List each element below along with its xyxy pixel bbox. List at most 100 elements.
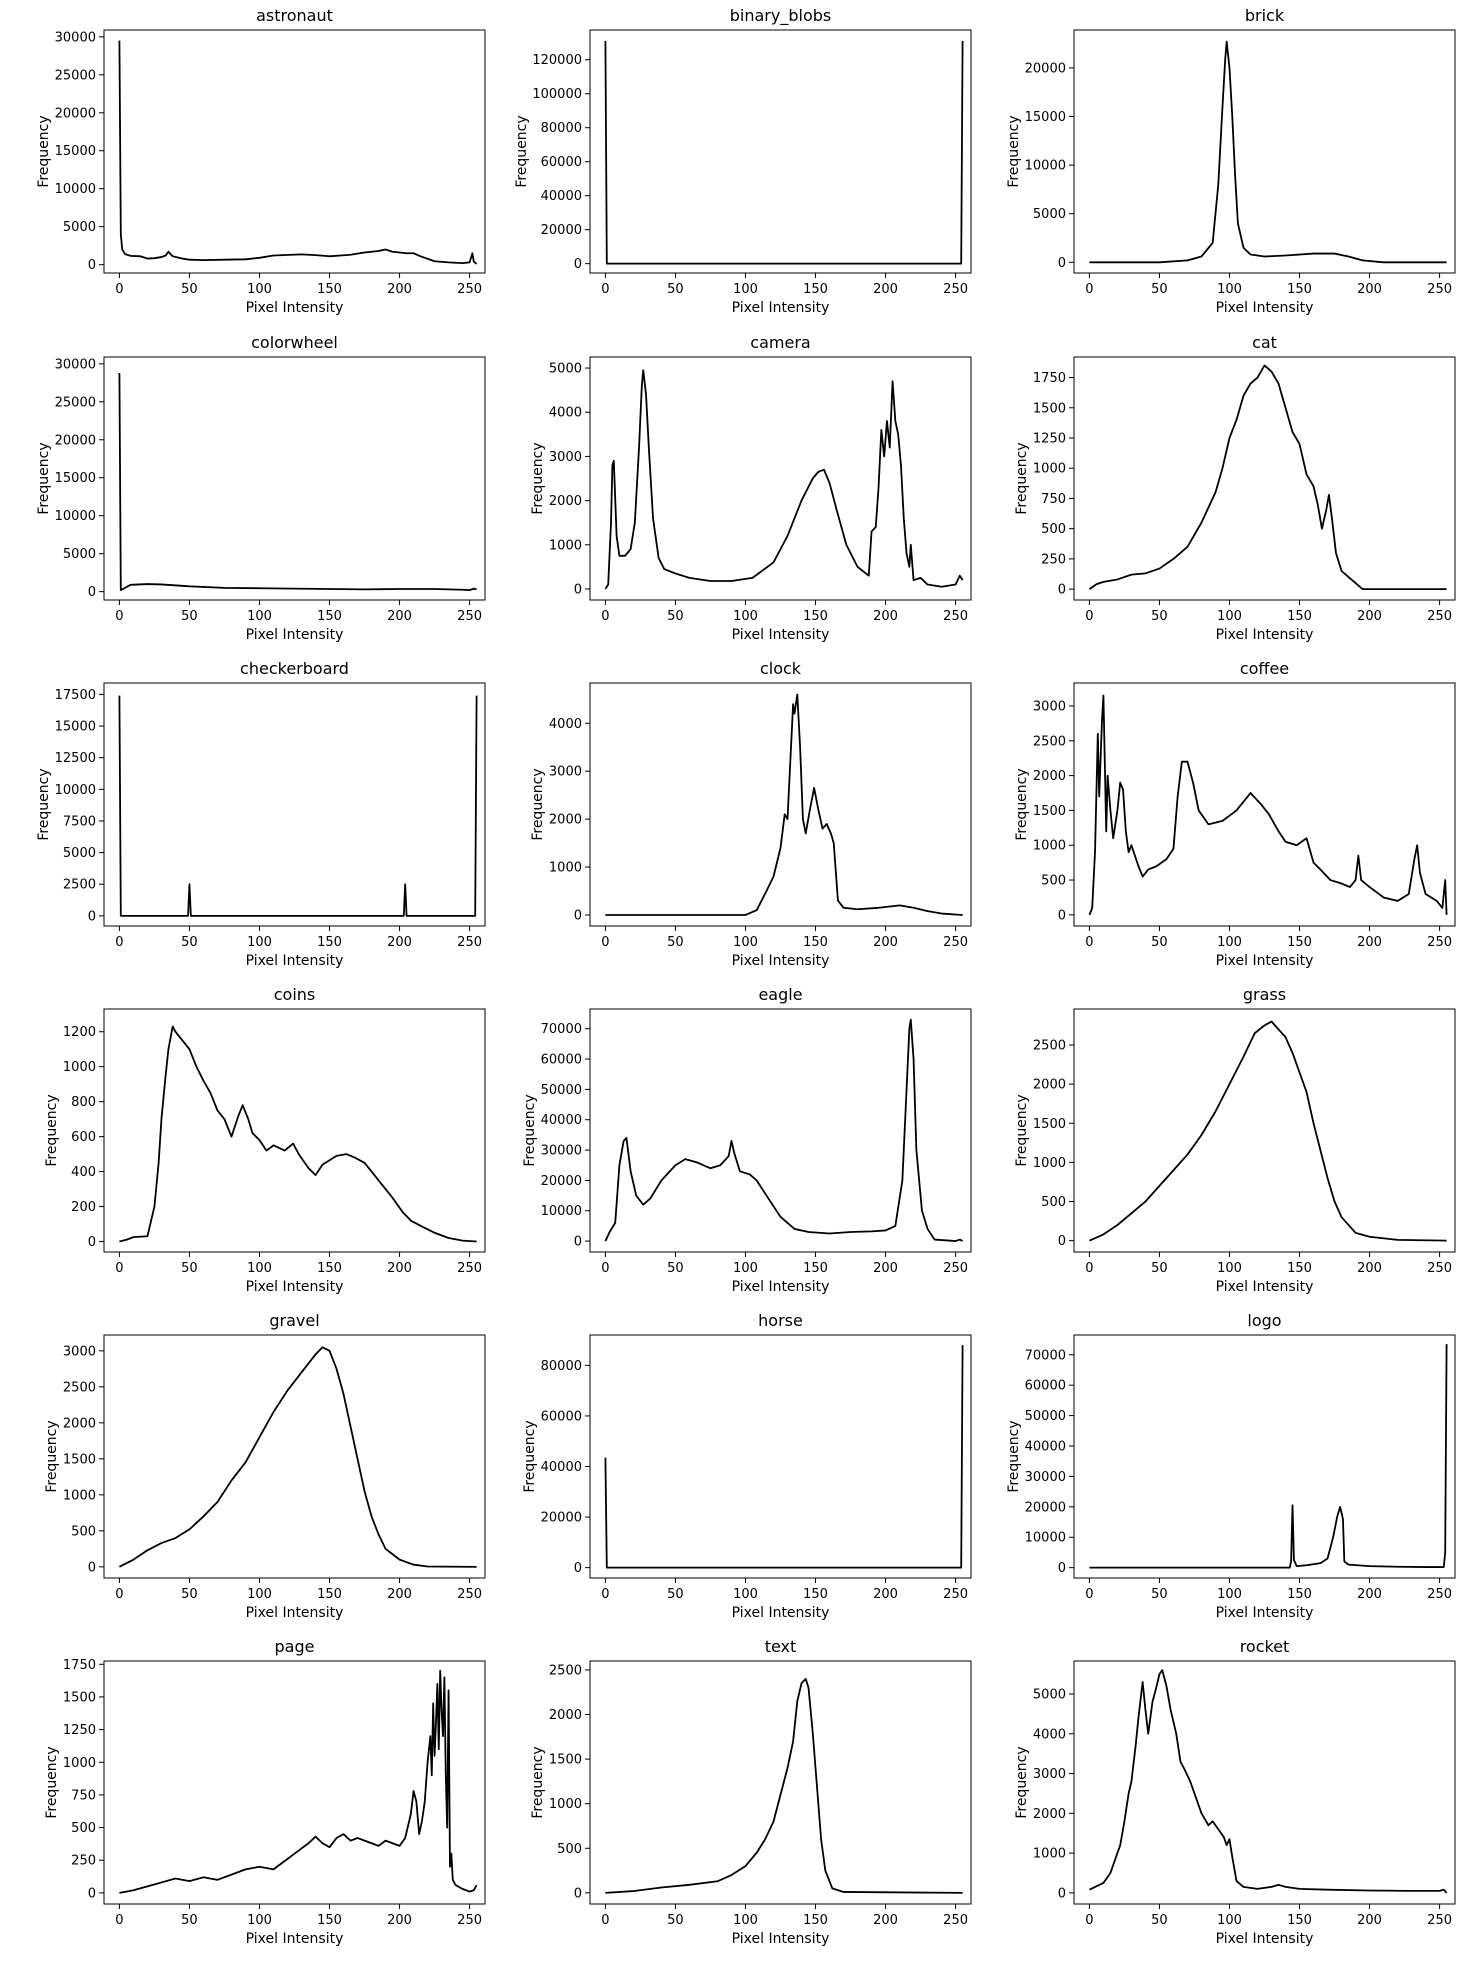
y-tick-label: 120000 — [532, 53, 582, 68]
x-axis-label: Pixel Intensity — [246, 627, 344, 643]
histogram-line — [1089, 1344, 1448, 1569]
y-tick-label: 1000 — [549, 1797, 582, 1812]
y-tick-label: 10000 — [541, 1204, 582, 1219]
x-tick-label: 50 — [181, 282, 198, 297]
y-tick-label: 20000 — [541, 1511, 582, 1526]
axes-frame — [1073, 1008, 1456, 1253]
x-tick-label: 250 — [1427, 935, 1452, 950]
x-tick-label: 150 — [1287, 1261, 1312, 1276]
y-tick-label: 4000 — [1033, 1727, 1066, 1742]
y-tick-label: 10000 — [55, 509, 96, 524]
x-tick-label: 0 — [1085, 282, 1093, 297]
y-tick-label: 20000 — [541, 1174, 582, 1189]
axes-frame — [1073, 1334, 1456, 1579]
y-tick-label: 1500 — [63, 1690, 96, 1705]
x-axis-label: Pixel Intensity — [246, 1931, 344, 1947]
y-tick-label: 4000 — [549, 406, 582, 421]
y-tick-label: 1500 — [1033, 1117, 1066, 1132]
y-tick-label: 1000 — [63, 1060, 96, 1075]
subplot-title: horse — [758, 1311, 803, 1330]
x-tick-label: 150 — [1287, 282, 1312, 297]
y-axis-label: Frequency — [36, 768, 52, 840]
x-tick-label: 150 — [1287, 1587, 1312, 1602]
x-tick-label: 0 — [115, 282, 123, 297]
x-tick-label: 100 — [247, 1261, 272, 1276]
y-tick-label: 1000 — [1033, 1847, 1066, 1862]
x-tick-label: 150 — [317, 609, 342, 624]
x-axis-label: Pixel Intensity — [732, 300, 830, 316]
x-axis-label: Pixel Intensity — [732, 953, 830, 969]
y-tick-label: 2000 — [549, 494, 582, 509]
y-axis-label: Frequency — [44, 1094, 60, 1166]
y-tick-label: 750 — [1041, 492, 1066, 507]
y-tick-label: 30000 — [55, 357, 96, 372]
y-tick-label: 80000 — [541, 121, 582, 136]
x-tick-label: 50 — [181, 609, 198, 624]
x-axis-label: Pixel Intensity — [1216, 1279, 1314, 1295]
histogram-line — [1089, 1669, 1448, 1894]
y-tick-label: 3000 — [63, 1344, 96, 1359]
x-tick-label: 200 — [1357, 935, 1382, 950]
y-tick-label: 0 — [88, 585, 96, 600]
y-axis-label: Frequency — [514, 115, 530, 187]
x-tick-label: 100 — [1217, 282, 1242, 297]
histogram-line — [604, 1018, 964, 1242]
y-tick-label: 1750 — [1033, 371, 1066, 386]
x-tick-label: 50 — [667, 609, 684, 624]
y-tick-label: 500 — [71, 1821, 96, 1836]
axes-frame — [589, 1660, 972, 1905]
y-tick-label: 0 — [88, 1886, 96, 1901]
y-tick-label: 20000 — [1025, 61, 1066, 76]
x-tick-label: 50 — [181, 1913, 198, 1928]
subplot-coins: coins 0 50 100 150 200 250 0 200 400 600 800 1000 120… — [44, 985, 486, 1295]
x-tick-label: 0 — [601, 1587, 609, 1602]
x-tick-label: 200 — [387, 1587, 412, 1602]
y-tick-label: 70000 — [1025, 1348, 1066, 1363]
x-tick-label: 50 — [1151, 935, 1168, 950]
subplot-astronaut: astronaut 0 50 100 150 200 250 0 5000 10000 15000 2… — [36, 6, 486, 316]
y-tick-label: 5000 — [549, 362, 582, 377]
y-tick-label: 0 — [1058, 583, 1066, 598]
y-axis-label: Frequency — [1014, 1094, 1030, 1166]
x-tick-label: 150 — [803, 282, 828, 297]
x-tick-label: 150 — [1287, 1913, 1312, 1928]
y-tick-label: 2000 — [63, 1416, 96, 1431]
x-tick-label: 200 — [873, 609, 898, 624]
x-tick-label: 100 — [247, 609, 272, 624]
y-tick-label: 10000 — [55, 182, 96, 197]
x-tick-label: 200 — [873, 1587, 898, 1602]
subplot-title: coins — [274, 985, 316, 1004]
x-axis-label: Pixel Intensity — [1216, 300, 1314, 316]
y-tick-label: 1250 — [1033, 432, 1066, 447]
x-tick-label: 250 — [1427, 609, 1452, 624]
x-axis-label: Pixel Intensity — [246, 1605, 344, 1621]
x-tick-label: 250 — [943, 935, 968, 950]
x-tick-label: 200 — [1357, 282, 1382, 297]
y-tick-label: 1000 — [1033, 462, 1066, 477]
x-tick-label: 250 — [457, 1261, 482, 1276]
y-tick-label: 500 — [71, 1524, 96, 1539]
histogram-line — [118, 40, 478, 265]
y-tick-label: 500 — [1041, 874, 1066, 889]
y-tick-label: 0 — [574, 1561, 582, 1576]
y-tick-label: 0 — [1058, 1234, 1066, 1249]
x-tick-label: 50 — [667, 1587, 684, 1602]
y-tick-label: 50000 — [541, 1083, 582, 1098]
x-tick-label: 250 — [457, 1587, 482, 1602]
y-tick-label: 800 — [71, 1095, 96, 1110]
subplot-eagle: eagle 0 50 100 150 200 250 0 10000 20000 30000 4000… — [522, 985, 972, 1295]
y-tick-label: 250 — [71, 1854, 96, 1869]
axes-frame — [103, 1334, 486, 1579]
x-tick-label: 250 — [943, 609, 968, 624]
histogram-line — [1088, 694, 1448, 916]
subplot-title: checkerboard — [240, 659, 349, 678]
y-axis-label: Frequency — [44, 1420, 60, 1492]
y-tick-label: 1000 — [549, 861, 582, 876]
axes-frame — [589, 356, 972, 601]
x-tick-label: 100 — [1217, 935, 1242, 950]
y-tick-label: 1000 — [1033, 1156, 1066, 1171]
